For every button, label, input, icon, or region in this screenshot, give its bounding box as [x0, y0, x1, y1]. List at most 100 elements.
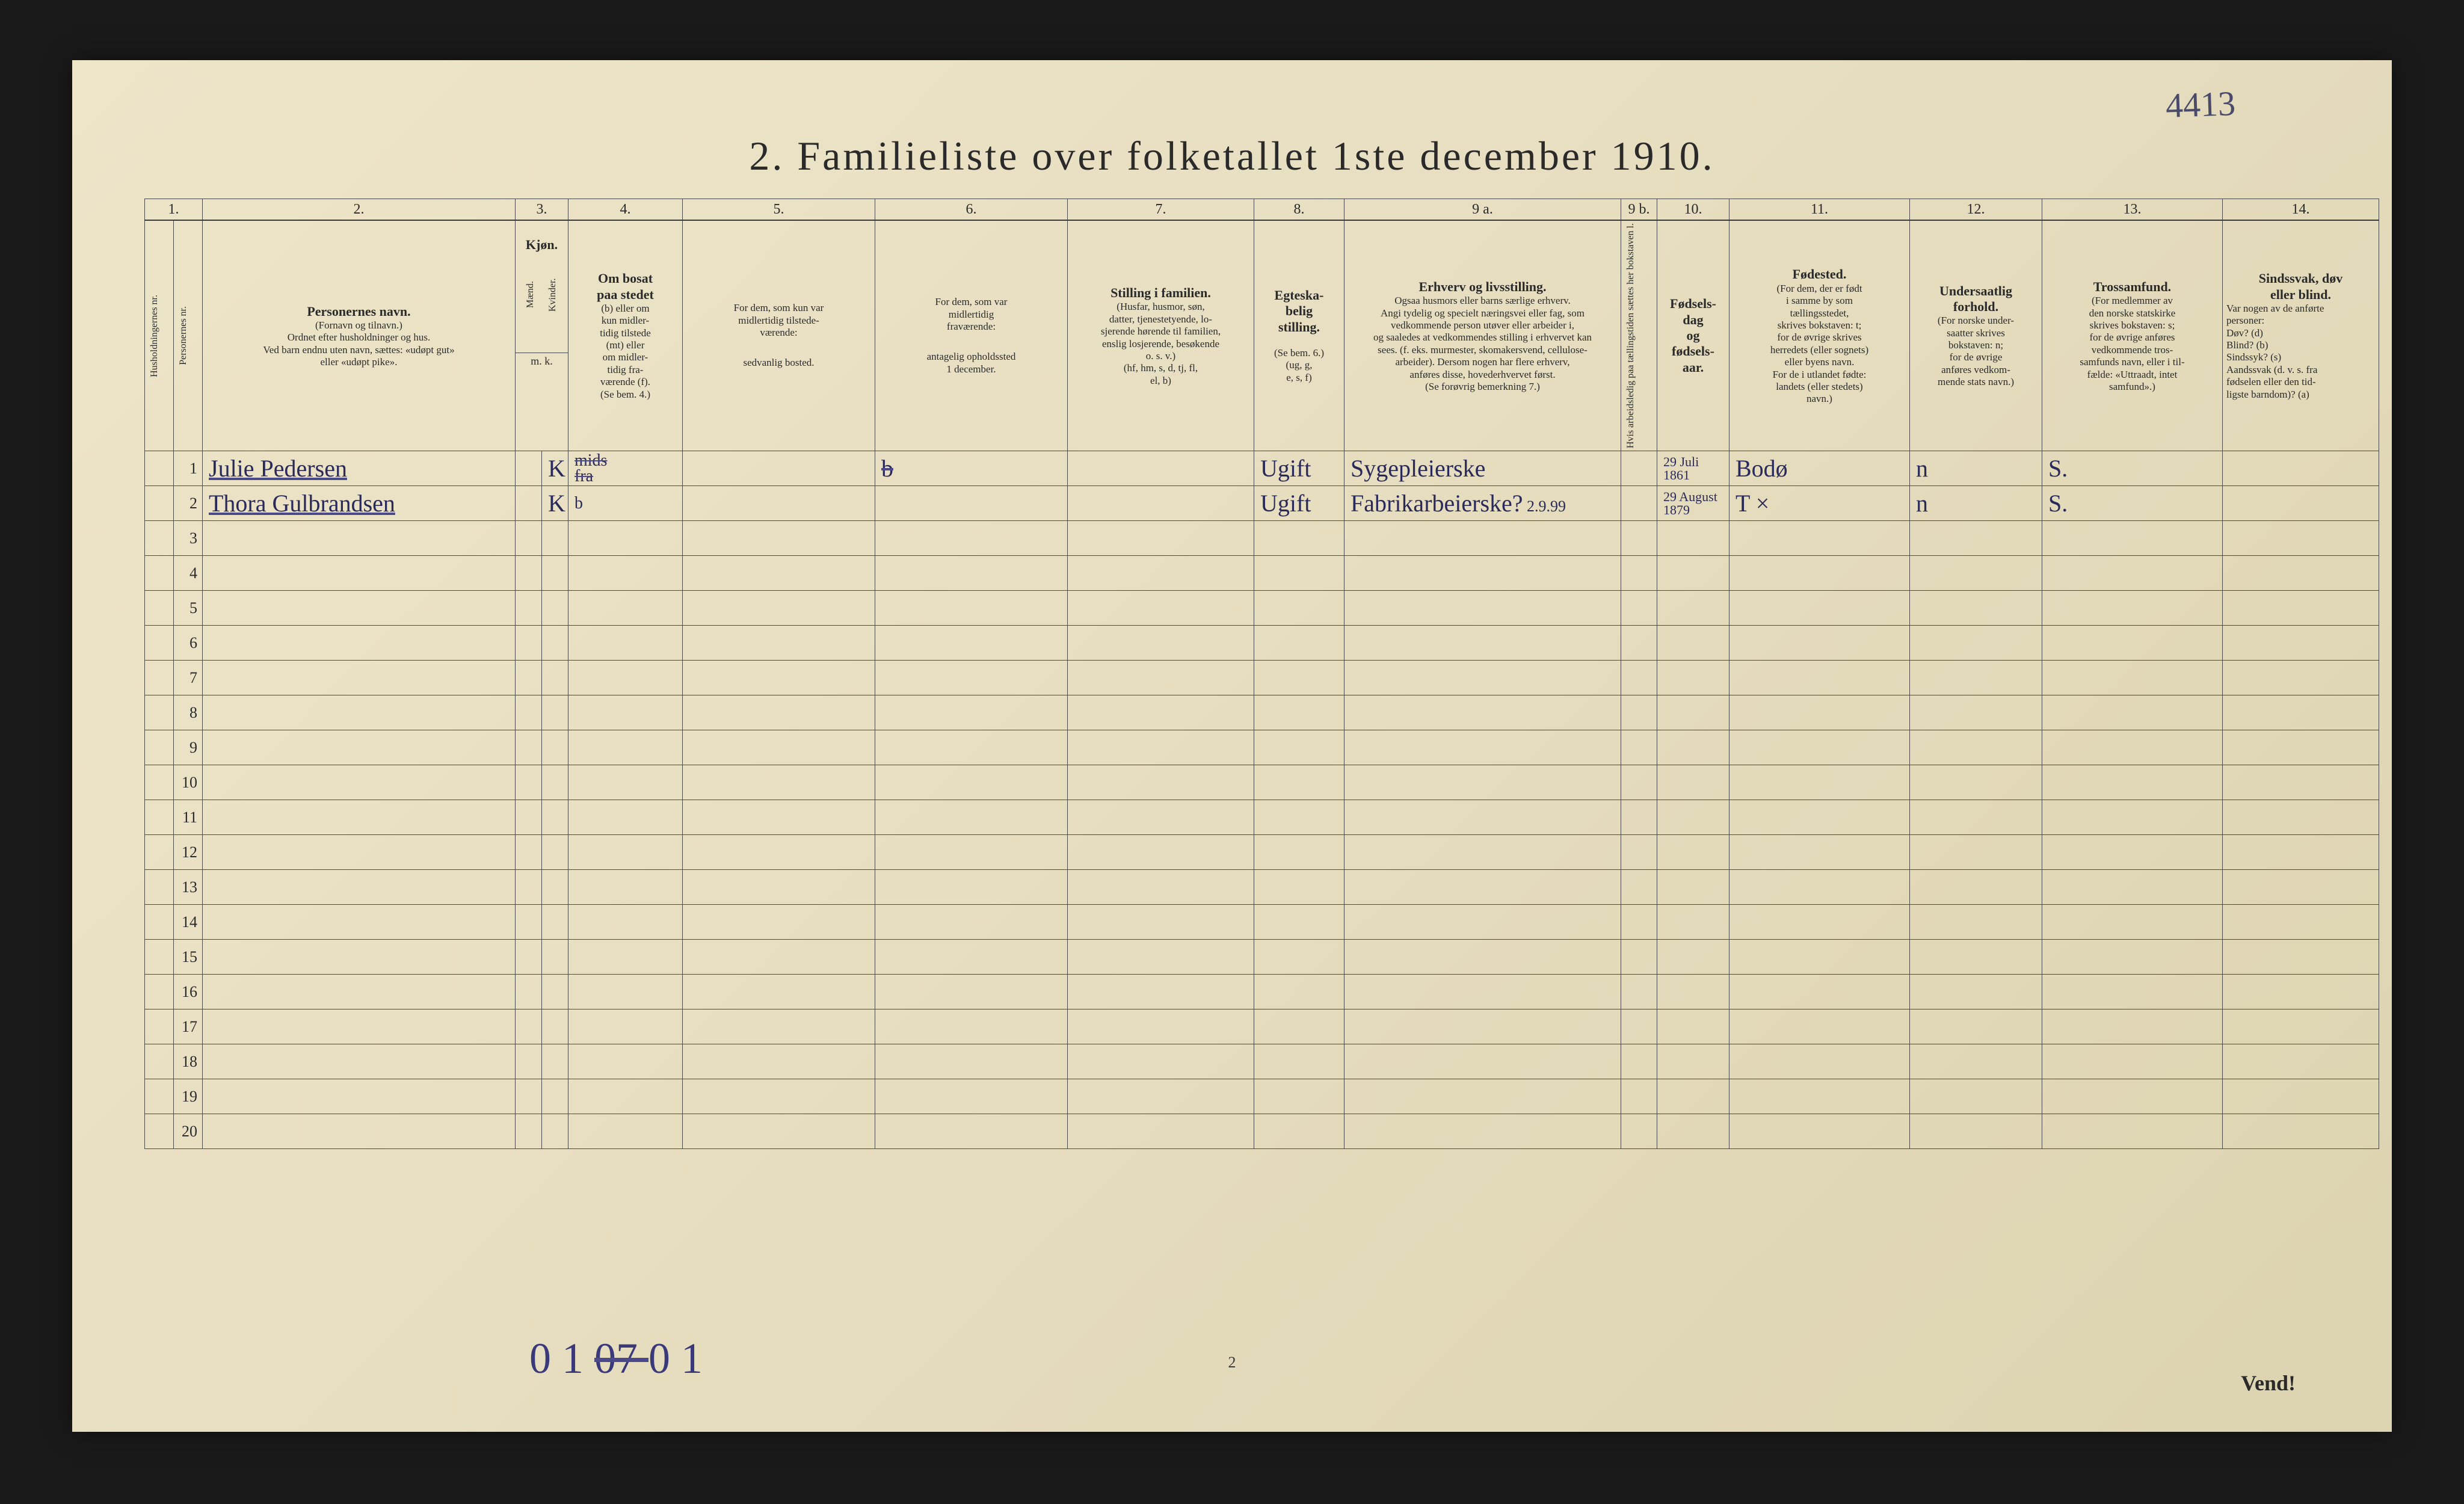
- cell: [1729, 695, 1910, 730]
- cell: [1254, 626, 1344, 661]
- cell: mids fra: [568, 451, 683, 486]
- cell: 14: [174, 905, 203, 940]
- cell: [875, 521, 1068, 556]
- cell: [568, 905, 683, 940]
- cell: [683, 451, 875, 486]
- cell: [1344, 1009, 1621, 1044]
- col-num: 14.: [2223, 199, 2379, 221]
- cell: [1657, 695, 1729, 730]
- col-num: 7.: [1068, 199, 1254, 221]
- cell: [145, 661, 174, 695]
- cell: [1621, 1079, 1657, 1114]
- cell: [1254, 695, 1344, 730]
- cell: [568, 695, 683, 730]
- cell: [875, 975, 1068, 1009]
- cell: [145, 695, 174, 730]
- cell: [516, 1009, 542, 1044]
- cell: [516, 661, 542, 695]
- cell: [203, 695, 516, 730]
- header-marital-body: (Se bem. 6.) (ug, g, e, s, f): [1258, 347, 1340, 384]
- header-sex: Kjøn. Mænd. Kvinder.: [516, 220, 568, 353]
- table-row: 9: [145, 730, 2379, 765]
- cell: [203, 870, 516, 905]
- col-num: 10.: [1657, 199, 1729, 221]
- cell: [1621, 556, 1657, 591]
- cell: [1254, 975, 1344, 1009]
- header-temp-present: For dem, som kun var midlertidig tilsted…: [683, 220, 875, 451]
- cell: [2223, 835, 2379, 870]
- header-religion: Trossamfund. (For medlemmer av den norsk…: [2042, 220, 2223, 451]
- cell: [516, 765, 542, 800]
- header-female: Kvinder.: [547, 253, 559, 337]
- table-row: 4: [145, 556, 2379, 591]
- cell: [1254, 765, 1344, 800]
- cell: [145, 730, 174, 765]
- cell: [2223, 940, 2379, 975]
- cell: 6: [174, 626, 203, 661]
- cell: 1: [174, 451, 203, 486]
- turn-page-label: Vend!: [2241, 1370, 2296, 1396]
- table-row: 3: [145, 521, 2379, 556]
- header-birth-title: Fødsels- dag og fødsels- aar.: [1661, 296, 1725, 375]
- table-row: 13: [145, 870, 2379, 905]
- document-page: 4413 2. Familieliste over folketallet 1s…: [72, 60, 2392, 1432]
- cell: [145, 1009, 174, 1044]
- cell: [1657, 800, 1729, 835]
- cell: [203, 730, 516, 765]
- cell: [1344, 940, 1621, 975]
- cell: [683, 800, 875, 835]
- cell: [1657, 626, 1729, 661]
- cell: [1344, 730, 1621, 765]
- cell: [1910, 521, 2042, 556]
- cell: [1254, 800, 1344, 835]
- cell: [145, 905, 174, 940]
- cell: [1068, 1079, 1254, 1114]
- table-row: 20: [145, 1114, 2379, 1149]
- cell: [2223, 1079, 2379, 1114]
- header-name-title: Personernes navn.: [206, 303, 511, 320]
- header-temp-absent-title: For dem, som var midlertidig fraværende:: [879, 296, 1064, 333]
- header-residence: Om bosat paa stedet (b) eller om kun mid…: [568, 220, 683, 451]
- cell: [2042, 870, 2223, 905]
- col-num: 9 b.: [1621, 199, 1657, 221]
- cell: [1657, 1114, 1729, 1149]
- cell: [542, 765, 568, 800]
- cell: [145, 486, 174, 521]
- cell: [683, 905, 875, 940]
- cell: [1657, 556, 1729, 591]
- cell: [1344, 556, 1621, 591]
- cell: Julie Pedersen: [203, 451, 516, 486]
- cell: [1344, 695, 1621, 730]
- cell: [1621, 695, 1657, 730]
- table-row: 15: [145, 940, 2379, 975]
- header-birthplace: Fødested. (For dem, der er født i samme …: [1729, 220, 1910, 451]
- cell: [1621, 730, 1657, 765]
- cell: [1344, 975, 1621, 1009]
- cell: Bodø: [1729, 451, 1910, 486]
- cell: [1657, 765, 1729, 800]
- cell: [1254, 1009, 1344, 1044]
- cell: [2042, 765, 2223, 800]
- header-sex-title: Kjøn.: [519, 236, 564, 253]
- cell: [2042, 591, 2223, 626]
- cell: [1621, 1044, 1657, 1079]
- col-num: 2.: [203, 199, 516, 221]
- cell: [542, 661, 568, 695]
- cell: [1729, 975, 1910, 1009]
- cell: [2223, 695, 2379, 730]
- cell: [1254, 1114, 1344, 1149]
- cell: [1729, 730, 1910, 765]
- cell: b: [875, 451, 1068, 486]
- table-row: 19: [145, 1079, 2379, 1114]
- col-num: 12.: [1910, 199, 2042, 221]
- cell: [542, 1009, 568, 1044]
- cell: [1068, 765, 1254, 800]
- header-name: Personernes navn. (Fornavn og tilnavn.) …: [203, 220, 516, 451]
- cell: [145, 556, 174, 591]
- cell: [683, 695, 875, 730]
- header-family-pos-body: (Husfar, husmor, søn, datter, tjenestety…: [1071, 301, 1250, 387]
- cell: 19: [174, 1079, 203, 1114]
- cell: [516, 626, 542, 661]
- cell: [1344, 870, 1621, 905]
- cell: [145, 451, 174, 486]
